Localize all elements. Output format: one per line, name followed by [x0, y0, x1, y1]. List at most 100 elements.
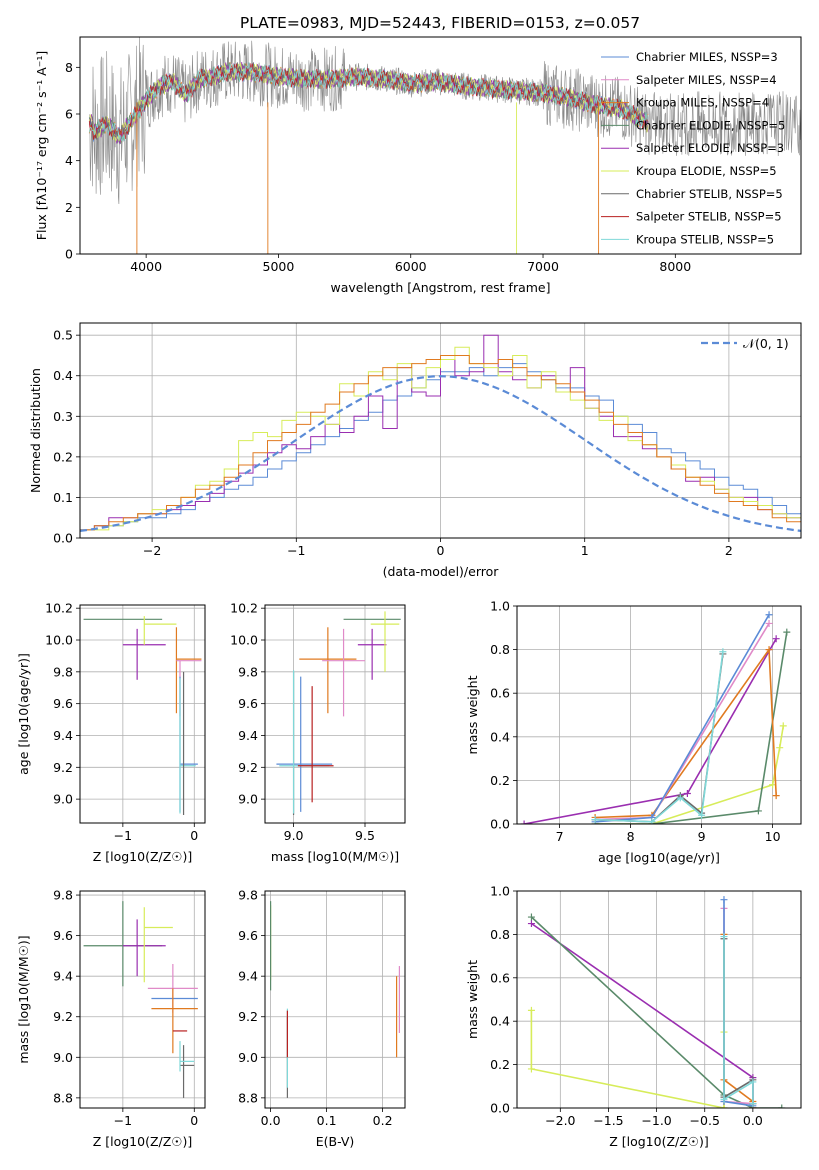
panel-mass_vs_Z: −1 0 8.8 9.0 9.2 9.4 9.6 9.8 Z [log10(Z/Z☉)] mass…: [16, 888, 206, 1149]
x-tick-label: 9.5: [355, 828, 375, 843]
x-tick-label: −1.5: [593, 1113, 623, 1128]
y-tick-label: 0.8: [490, 927, 510, 942]
x-tick-label: 0.0: [261, 1113, 281, 1128]
y-tick-label: 0.8: [490, 642, 510, 657]
x-tick-label: 0: [190, 1113, 198, 1128]
y-tick-label: 0.1: [53, 490, 73, 505]
plot-area: [83, 901, 198, 1098]
y-tick-label: 9.6: [53, 696, 73, 711]
weight-line-kroupa_stelib: [723, 936, 754, 1104]
point-marker: [779, 722, 787, 730]
y-tick-label: 4: [65, 153, 73, 168]
x-axis-label: (data-model)/error: [383, 564, 500, 579]
x-axis-label: Z [log10(Z/Z☉)]: [93, 849, 193, 864]
point-marker: [527, 1006, 535, 1014]
x-tick-label: 9.0: [284, 828, 304, 843]
x-tick-label: 4000: [130, 259, 162, 274]
weight-line-chabrier_elodie: [530, 916, 782, 1108]
y-tick-label: 9.4: [238, 728, 258, 743]
point-marker: [720, 1104, 728, 1108]
y-tick-label: 0.4: [490, 729, 510, 744]
y-tick-label: 8: [65, 60, 73, 75]
point-marker: [527, 913, 535, 921]
y-tick-label: 9.6: [238, 696, 258, 711]
y-tick-label: 0.6: [490, 970, 510, 985]
x-axis-label: E(B-V): [316, 1134, 355, 1149]
axes-frame: [79, 36, 802, 255]
point-marker: [772, 792, 780, 800]
y-tick-label: 10.0: [230, 633, 258, 648]
y-tick-label: 9.8: [53, 664, 73, 679]
y-tick-label: 9.0: [238, 1050, 258, 1065]
y-tick-label: 9.2: [53, 1009, 73, 1024]
x-tick-label: 2: [725, 543, 733, 558]
x-tick-label: −1: [114, 1113, 132, 1128]
gaussian-curve: [80, 375, 801, 532]
x-tick-label: −1: [287, 543, 305, 558]
x-tick-label: 9: [698, 829, 706, 844]
y-tick-label: 0.5: [53, 328, 73, 343]
y-tick-label: 0.2: [490, 773, 510, 788]
legend-label-kroupa_elodie: Kroupa ELODIE, NSSP=5: [636, 164, 777, 178]
y-tick-label: 9.6: [238, 928, 258, 943]
y-tick-label: 10.2: [45, 601, 73, 616]
plot-area: [88, 37, 801, 254]
axes-frame: [79, 604, 206, 824]
x-axis-label: mass [log10(M/M☉)]: [271, 849, 399, 864]
axes-frame: [264, 890, 406, 1109]
point-marker: [527, 920, 535, 928]
x-tick-label: −1.0: [641, 1113, 671, 1128]
y-tick-label: 0.2: [53, 449, 73, 464]
y-tick-label: 9.0: [53, 1050, 73, 1065]
y-tick-label: 9.2: [53, 760, 73, 775]
y-tick-label: 1.0: [490, 599, 510, 614]
point-marker: [720, 933, 728, 941]
legend-label-salpeter_miles: Salpeter MILES, NSSP=4: [636, 73, 777, 87]
x-tick-label: 0.1: [317, 1113, 337, 1128]
x-tick-label: 7000: [527, 259, 559, 274]
legend: Chabrier MILES, NSSP=3 Salpeter MILES, NS…: [601, 50, 785, 246]
weight-line-kroupa_miles: [595, 647, 777, 819]
legend-label-gaussian: 𝒩(0, 1): [743, 336, 789, 351]
axes-frame: [516, 605, 802, 825]
histogram-kroupa_elodie: [80, 346, 801, 538]
x-tick-label: −2.0: [545, 1113, 575, 1128]
point-marker: [749, 1100, 757, 1108]
x-tick-label: 0: [437, 543, 445, 558]
x-axis-label: Z [log10(Z/Z☉)]: [609, 1134, 709, 1149]
y-axis-label: mass weight: [465, 960, 480, 1039]
x-tick-label: 0.2: [373, 1113, 393, 1128]
point-marker: [720, 1095, 728, 1103]
panel-spectrum: 4000 5000 6000 7000 8000 0 2 4 6 8 wavelength [Ang…: [34, 36, 802, 295]
y-tick-label: 9.4: [53, 728, 73, 743]
point-marker: [754, 807, 762, 815]
point-marker: [698, 811, 706, 819]
y-tick-label: 0.3: [53, 409, 73, 424]
x-tick-label: 10: [765, 829, 781, 844]
point-marker: [683, 789, 691, 797]
legend-label-chabrier_elodie: Chabrier ELODIE, NSSP=5: [636, 118, 785, 132]
point-marker: [676, 794, 684, 802]
point-marker: [765, 619, 773, 627]
figure-title: PLATE=0983, MJD=52443, FIBERID=0153, z=0…: [240, 14, 640, 32]
y-tick-label: 2: [65, 200, 73, 215]
y-axis-label: mass weight: [465, 675, 480, 754]
y-tick-label: 10.2: [230, 601, 258, 616]
plot-area: [276, 611, 401, 816]
point-marker: [591, 816, 599, 824]
x-axis-label: wavelength [Angstrom, rest frame]: [330, 280, 550, 295]
y-tick-label: 8.8: [238, 1090, 258, 1105]
model-line-kroupa_stelib: [88, 62, 649, 142]
y-tick-label: 9.2: [238, 760, 258, 775]
legend-label-salpeter_stelib: Salpeter STELIB, NSSP=5: [636, 210, 782, 224]
point-marker: [765, 611, 773, 619]
y-tick-label: 9.4: [53, 969, 73, 984]
histogram-kroupa_miles: [80, 355, 801, 538]
legend-label-chabrier_miles: Chabrier MILES, NSSP=3: [636, 50, 778, 64]
point-marker: [720, 896, 728, 904]
point-marker: [776, 744, 784, 752]
y-tick-label: 0: [65, 247, 73, 262]
x-axis-label: Z [log10(Z/Z☉)]: [93, 1134, 193, 1149]
y-tick-label: 0.6: [490, 686, 510, 701]
plot-area: [83, 616, 202, 816]
